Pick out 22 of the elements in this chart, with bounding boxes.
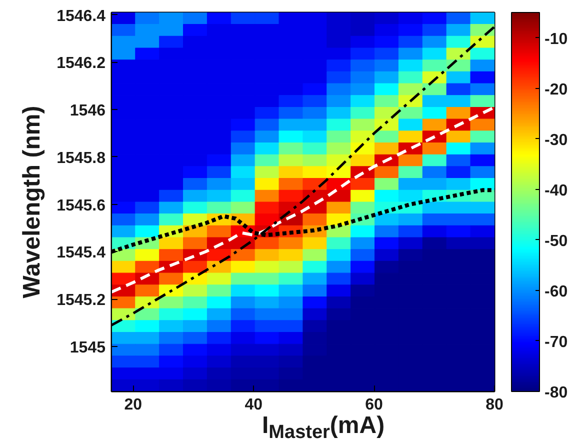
x-tick-label: 60 [365, 396, 384, 414]
y-axis-title: Wavelength (nm) [18, 106, 46, 298]
x-axis-title: I$_{Master}$(mA) [262, 412, 385, 443]
y-tick-label: 1545.6 [56, 197, 106, 214]
color-bar-label: -80 [544, 384, 568, 402]
color-bar-label: -20 [544, 81, 568, 98]
y-tick-label: 1546.2 [56, 55, 106, 72]
y-tick-label: 1545.4 [56, 244, 106, 262]
color-bar-label: -50 [544, 232, 568, 250]
color-bar-label: -10 [544, 30, 568, 48]
y-tick-label: 1545.8 [56, 150, 106, 167]
y-tick-label: 1546.4 [56, 8, 106, 25]
color-bar-label: -30 [544, 132, 568, 149]
color-bar-label: -60 [544, 283, 568, 300]
x-tick-label: 40 [244, 396, 263, 414]
color-bar-label: -40 [544, 182, 568, 200]
y-tick-label: 1546 [70, 102, 106, 120]
y-tick-label: 1545.2 [56, 292, 106, 310]
x-tick-label: 20 [124, 396, 142, 414]
y-tick-label: 1545 [70, 339, 106, 356]
color-bar-label: -70 [544, 334, 568, 351]
x-tick-label: 80 [486, 396, 504, 414]
